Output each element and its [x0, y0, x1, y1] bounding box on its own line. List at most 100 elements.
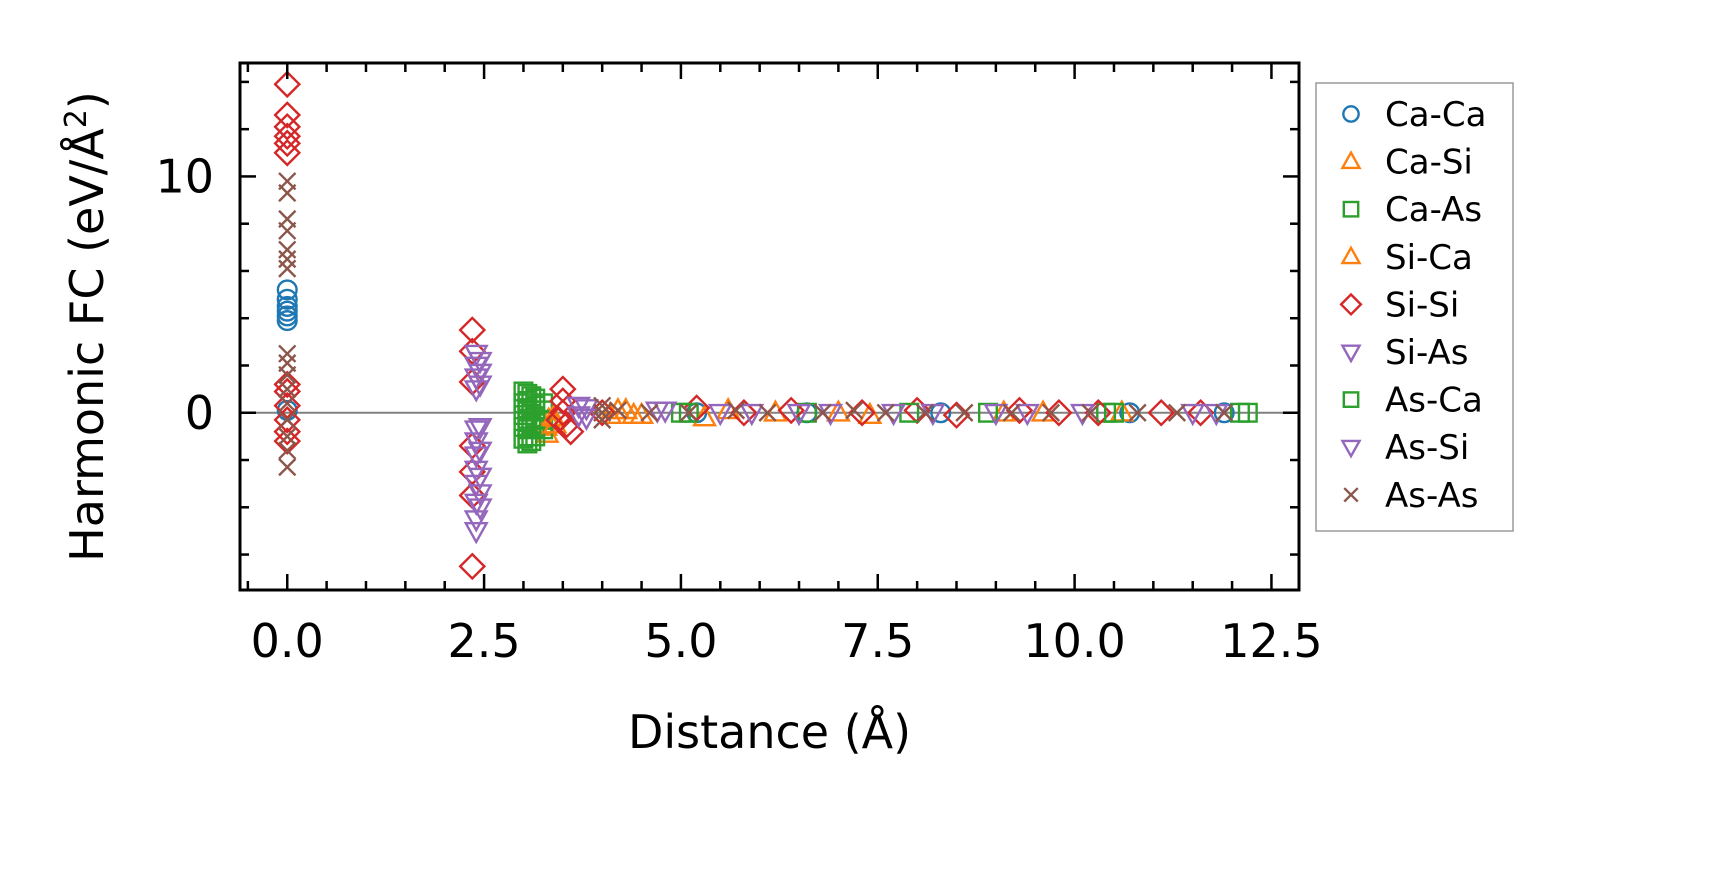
data-point: [278, 250, 297, 269]
data-point: [273, 113, 302, 141]
data-point: [276, 288, 298, 310]
data-point: [276, 310, 298, 332]
legend-item: As-Ca: [1342, 381, 1483, 421]
x-tick-label: 7.5: [841, 614, 914, 668]
x-tick-label: 10.0: [1023, 614, 1125, 668]
data-point: [605, 396, 631, 420]
data-point: [273, 129, 302, 158]
legend: Ca-Ca Ca-Si Ca-As Si-Ca Si-Si Si-As As-Ca As-Si…: [1315, 82, 1514, 532]
legend-label: Si-Ca: [1385, 238, 1473, 278]
series-ca-as: [517, 383, 1258, 454]
data-point: [621, 401, 647, 425]
legend-marker: [1339, 292, 1363, 316]
legend-label: Ca-As: [1385, 190, 1482, 230]
y-axis-label-close: ): [60, 91, 114, 109]
data-point: [521, 431, 542, 452]
data-point: [1180, 403, 1206, 427]
data-point: [1014, 403, 1040, 427]
data-point: [273, 406, 302, 434]
data-point: [726, 401, 746, 420]
legend-item: Ca-As: [1342, 190, 1482, 230]
x-axis-label: Distance (Å): [628, 705, 911, 759]
data-point: [930, 402, 952, 424]
data-point: [739, 403, 765, 427]
data-point: [273, 139, 302, 167]
data-point: [276, 279, 298, 301]
data-point: [845, 401, 864, 420]
y-tick-label: 10: [155, 149, 214, 203]
data-point: [983, 403, 1009, 427]
data-point: [458, 552, 487, 581]
x-tick-label: 5.0: [644, 614, 717, 668]
series-ca-ca: [276, 279, 1235, 424]
data-point: [467, 418, 493, 441]
data-point: [593, 403, 612, 422]
data-point: [521, 386, 542, 407]
data-point: [278, 410, 297, 429]
axes: 0.0 2.5 5.0 7.5 10.0 12.5 0 10: [155, 61, 1323, 668]
legend-item: Ca-Si: [1340, 143, 1473, 183]
legend-label: As-Ca: [1385, 381, 1483, 421]
data-point: [758, 403, 777, 422]
data-point: [915, 403, 935, 422]
data-point: [278, 365, 297, 385]
data-point: [1237, 402, 1258, 423]
data-point: [825, 399, 851, 422]
data-point: [467, 467, 493, 491]
data-point: [278, 240, 297, 259]
data-point: [1215, 403, 1234, 422]
data-point: [1045, 398, 1073, 427]
legend-item: As-As: [1343, 476, 1478, 516]
data-point: [278, 441, 297, 460]
legend-marker: [1342, 391, 1360, 408]
data-point: [955, 403, 974, 422]
data-point: [786, 403, 812, 427]
data-point: [545, 406, 573, 434]
plot-area: [240, 70, 1299, 581]
data-point: [467, 351, 493, 375]
data-point: [467, 441, 493, 465]
data-point: [273, 427, 302, 455]
data-point: [777, 396, 805, 425]
x-tick-label: 0.0: [251, 614, 324, 668]
y-axis-label: Harmonic FC (eV/Å2): [59, 91, 115, 562]
data-point: [640, 403, 659, 422]
data-point: [1167, 403, 1187, 422]
data-point: [549, 398, 577, 427]
legend-item: Si-Si: [1339, 285, 1459, 325]
data-point: [533, 419, 554, 440]
legend-marker: [1342, 105, 1360, 123]
data-point: [278, 221, 297, 240]
data-point: [278, 259, 297, 278]
data-point: [679, 403, 698, 422]
x-tick-label: 12.5: [1220, 614, 1322, 668]
data-point: [1128, 403, 1147, 422]
data-point: [1002, 403, 1021, 422]
data-point: [458, 316, 487, 344]
data-point: [608, 401, 628, 420]
data-point: [273, 70, 302, 99]
data-point: [278, 458, 297, 477]
legend-item: Si-As: [1340, 333, 1469, 373]
data-point: [467, 484, 493, 507]
series-as-si: [467, 351, 1229, 521]
data-point: [278, 183, 297, 203]
data-point: [1147, 398, 1176, 427]
y-axis-label-main: Harmonic FC (eV/Å: [60, 128, 114, 562]
data-point: [1213, 402, 1235, 424]
legend-label: As-Si: [1385, 428, 1469, 468]
legend-marker: [1340, 344, 1362, 364]
data-point: [1081, 403, 1100, 422]
x-tick-label: 2.5: [448, 614, 521, 668]
data-point: [273, 370, 302, 399]
legend-marker: [1343, 487, 1359, 503]
data-point: [273, 122, 302, 151]
data-point: [521, 400, 542, 421]
axes-frame: [238, 61, 1301, 592]
legend-item: As-Si: [1340, 428, 1469, 468]
data-point: [458, 337, 487, 366]
legend-item: Si-Ca: [1340, 238, 1473, 278]
data-point: [857, 401, 883, 425]
series-as-ca: [513, 381, 1124, 452]
